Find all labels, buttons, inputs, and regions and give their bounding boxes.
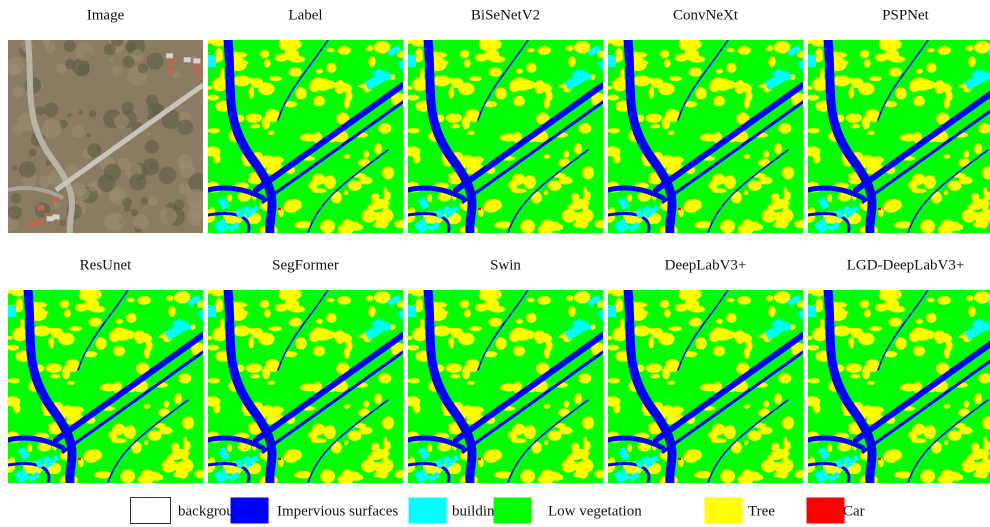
panel-title: Swin xyxy=(490,257,521,273)
panel-title: ResUnet xyxy=(80,257,132,273)
panel-title: Label xyxy=(288,7,322,23)
legend-swatch xyxy=(409,498,447,524)
legend-label: Low vegetation xyxy=(548,503,642,519)
panel-title: DeepLabV3+ xyxy=(665,257,747,273)
panel-title: PSPNet xyxy=(882,7,930,23)
segmentation-map xyxy=(402,34,611,235)
segmentation-map xyxy=(2,284,211,485)
segmentation-map xyxy=(802,34,990,235)
legend-label: Tree xyxy=(748,503,775,519)
legend-label: Car xyxy=(843,503,865,519)
panel-title: ConvNeXt xyxy=(673,7,739,23)
segmentation-map xyxy=(602,34,811,235)
panel-title: SegFormer xyxy=(272,257,339,273)
segmentation-map xyxy=(202,284,411,485)
panel-title: LGD-DeepLabV3+ xyxy=(847,257,965,273)
legend-swatch xyxy=(705,498,743,524)
legend-swatch xyxy=(807,498,845,524)
legend-swatch xyxy=(131,498,171,524)
panel-title: Image xyxy=(87,7,125,23)
segmentation-map xyxy=(202,34,411,235)
figure: Image Label BiSeNetV2 ConvNeXt PSPNet ResUnet… xyxy=(0,0,990,527)
aerial-image xyxy=(3,34,207,233)
legend-swatch xyxy=(494,498,532,524)
panel-title: BiSeNetV2 xyxy=(471,7,540,23)
legend-swatch xyxy=(231,498,269,524)
segmentation-map xyxy=(402,284,611,485)
segmentation-map xyxy=(802,284,990,485)
legend-label: Impervious surfaces xyxy=(277,503,398,519)
segmentation-map xyxy=(602,284,811,485)
